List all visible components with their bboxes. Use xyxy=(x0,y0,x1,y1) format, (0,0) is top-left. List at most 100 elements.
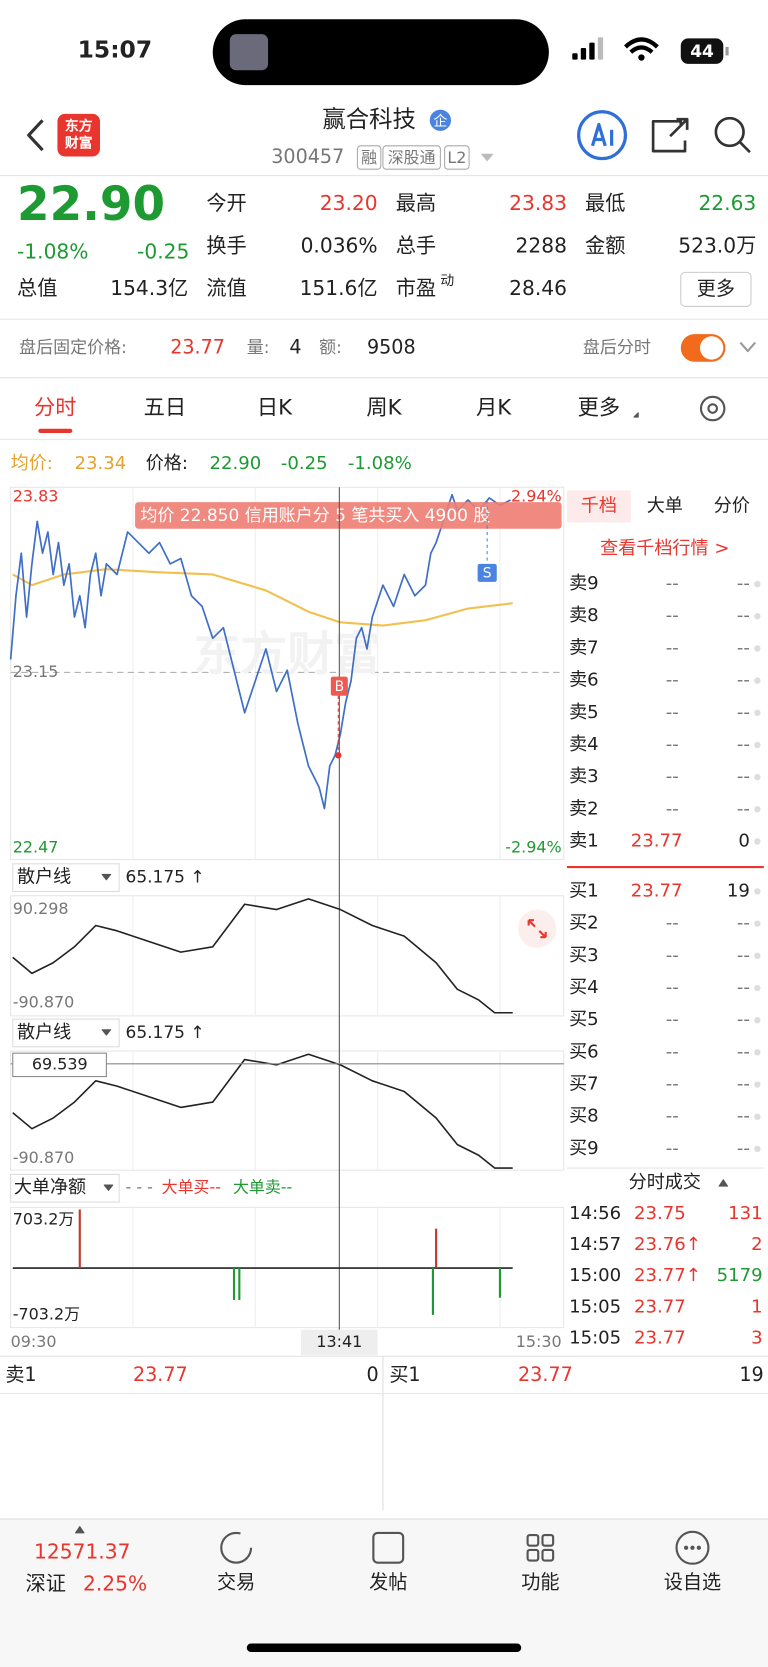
sells-label: 卖5 xyxy=(569,702,599,723)
tabs[interactable]: 月K xyxy=(476,396,512,421)
order-book-tabs[interactable]: 大单 xyxy=(647,495,683,516)
fields-value: 2288 xyxy=(516,233,567,257)
tabs[interactable]: 日K xyxy=(257,396,293,421)
after-hours-vol-label: 量: xyxy=(247,338,270,358)
sells-vol: -- xyxy=(737,702,750,723)
row-dot xyxy=(754,1049,761,1056)
buys-price: -- xyxy=(666,1106,679,1127)
row-dot xyxy=(754,613,761,620)
chevron xyxy=(739,341,757,353)
index-arrow xyxy=(74,1525,85,1534)
cursor-label-box xyxy=(12,1052,107,1078)
sells-vol: -- xyxy=(737,798,750,819)
avg-line-pct: -1.08% xyxy=(348,453,412,474)
trade-banner xyxy=(135,502,562,529)
plot-frame xyxy=(10,1206,565,1329)
order-book-tabs[interactable]: 分价 xyxy=(714,495,750,516)
quote-change: -0.25 xyxy=(137,240,189,264)
rows-price: 23.77 xyxy=(634,1327,686,1348)
signal-bar xyxy=(572,53,578,60)
fields-value: 0.036% xyxy=(301,233,378,257)
nav-items[interactable]: 交易 xyxy=(217,1570,255,1593)
indicator-selector[interactable] xyxy=(12,1018,120,1048)
buys-label: 买5 xyxy=(569,1009,599,1030)
chart-y-bottom: 22.47 xyxy=(13,837,59,856)
sells-vol: -- xyxy=(737,670,750,691)
chart-banner: 均价 22.850 信用账户分 5 笔共买入 4900 股 xyxy=(140,506,490,526)
indicator-line xyxy=(12,898,513,1014)
tabs[interactable]: 周K xyxy=(366,396,402,421)
indicator-selector[interactable] xyxy=(12,863,120,893)
x-axis: 13:41 xyxy=(316,1332,362,1351)
plot-frame xyxy=(10,895,565,1017)
rows-time: 14:57 xyxy=(569,1234,621,1255)
ai-button[interactable] xyxy=(577,110,628,161)
sells-price: -- xyxy=(666,670,679,691)
row-dot xyxy=(754,580,761,588)
buy-label: 买1 xyxy=(389,1363,420,1386)
fields-label: 换手 xyxy=(206,233,246,257)
header-title: 赢合科技 xyxy=(322,105,416,133)
avg-line-avg-label: 均价: xyxy=(11,453,53,474)
indicator1-top: 90.298 xyxy=(13,899,69,918)
row-dot xyxy=(754,838,761,845)
rows-vol: 2 xyxy=(751,1234,763,1255)
row-dot xyxy=(754,677,761,684)
buys-vol: -- xyxy=(737,1009,750,1030)
status-bar-time: 15:07 xyxy=(78,36,152,64)
indicator3-name: 大单净额 xyxy=(14,1177,86,1198)
buys-vol: -- xyxy=(737,945,750,966)
indicator1-value: 65.175 ↑ xyxy=(126,868,205,888)
dynamic-island xyxy=(212,19,549,86)
buys-price: -- xyxy=(666,945,679,966)
chart-pct-bottom: -2.94% xyxy=(505,837,561,856)
buys-vol: -- xyxy=(737,977,750,998)
sell-vol: 0 xyxy=(367,1363,379,1386)
settings-button[interactable] xyxy=(699,395,726,422)
buys-price: -- xyxy=(666,1041,679,1062)
nav-index-name[interactable]: 深证 xyxy=(26,1572,66,1596)
more-button[interactable] xyxy=(680,271,752,307)
fields-value: 151.6亿 xyxy=(300,276,378,300)
row-dot xyxy=(754,1081,761,1088)
nav-items[interactable]: 设自选 xyxy=(664,1570,721,1593)
dropdown-arrow xyxy=(101,873,112,881)
buys-label: 买1 xyxy=(569,880,599,901)
sells-vol: -- xyxy=(737,605,750,626)
order-book-tabs[interactable]: 千档 xyxy=(581,495,617,516)
search-button[interactable] xyxy=(714,116,745,148)
sell-price: 23.77 xyxy=(133,1363,188,1386)
expand-button[interactable] xyxy=(518,909,557,948)
quote-price: 22.90 xyxy=(17,178,165,232)
row-dot xyxy=(754,806,761,813)
buys-vol: -- xyxy=(737,1106,750,1127)
buy-price: 23.77 xyxy=(518,1363,573,1386)
buys-price: 23.77 xyxy=(631,880,683,901)
rows-vol: 5179 xyxy=(717,1265,763,1286)
avg-line-avg: 23.34 xyxy=(74,453,126,474)
order-book-link[interactable]: 查看千档行情 > xyxy=(600,538,729,559)
nav-items[interactable]: 发帖 xyxy=(369,1570,407,1593)
fields-label: 总手 xyxy=(396,233,436,257)
sells-label: 卖8 xyxy=(569,605,599,626)
nav-index-pct[interactable]: 2.25% xyxy=(83,1572,147,1596)
quote-more[interactable]: 更多 xyxy=(697,277,735,300)
indicator-selector[interactable] xyxy=(10,1173,120,1203)
buys-vol: 19 xyxy=(727,880,750,901)
row-dot xyxy=(754,1145,761,1153)
sells-price: -- xyxy=(666,798,679,819)
indicator3-top: 703.2万 xyxy=(13,1210,75,1229)
nav-items[interactable]: 功能 xyxy=(521,1570,559,1593)
row-dot xyxy=(754,773,761,781)
fields-sup: 动 xyxy=(440,273,454,289)
row-dot xyxy=(754,1113,761,1120)
avg-line-price: 22.90 xyxy=(210,453,262,474)
nav-index-value[interactable]: 12571.37 xyxy=(34,1540,130,1564)
indicator2-bottom: -90.870 xyxy=(13,1148,75,1167)
chart-y-top: 23.83 xyxy=(13,486,59,505)
tabs[interactable]: 五日 xyxy=(144,396,187,421)
tabs[interactable]: 分时 xyxy=(34,396,77,421)
tabs[interactable]: 更多 xyxy=(578,396,621,421)
rows-vol: 131 xyxy=(728,1203,763,1224)
avg-price-line xyxy=(12,568,513,627)
